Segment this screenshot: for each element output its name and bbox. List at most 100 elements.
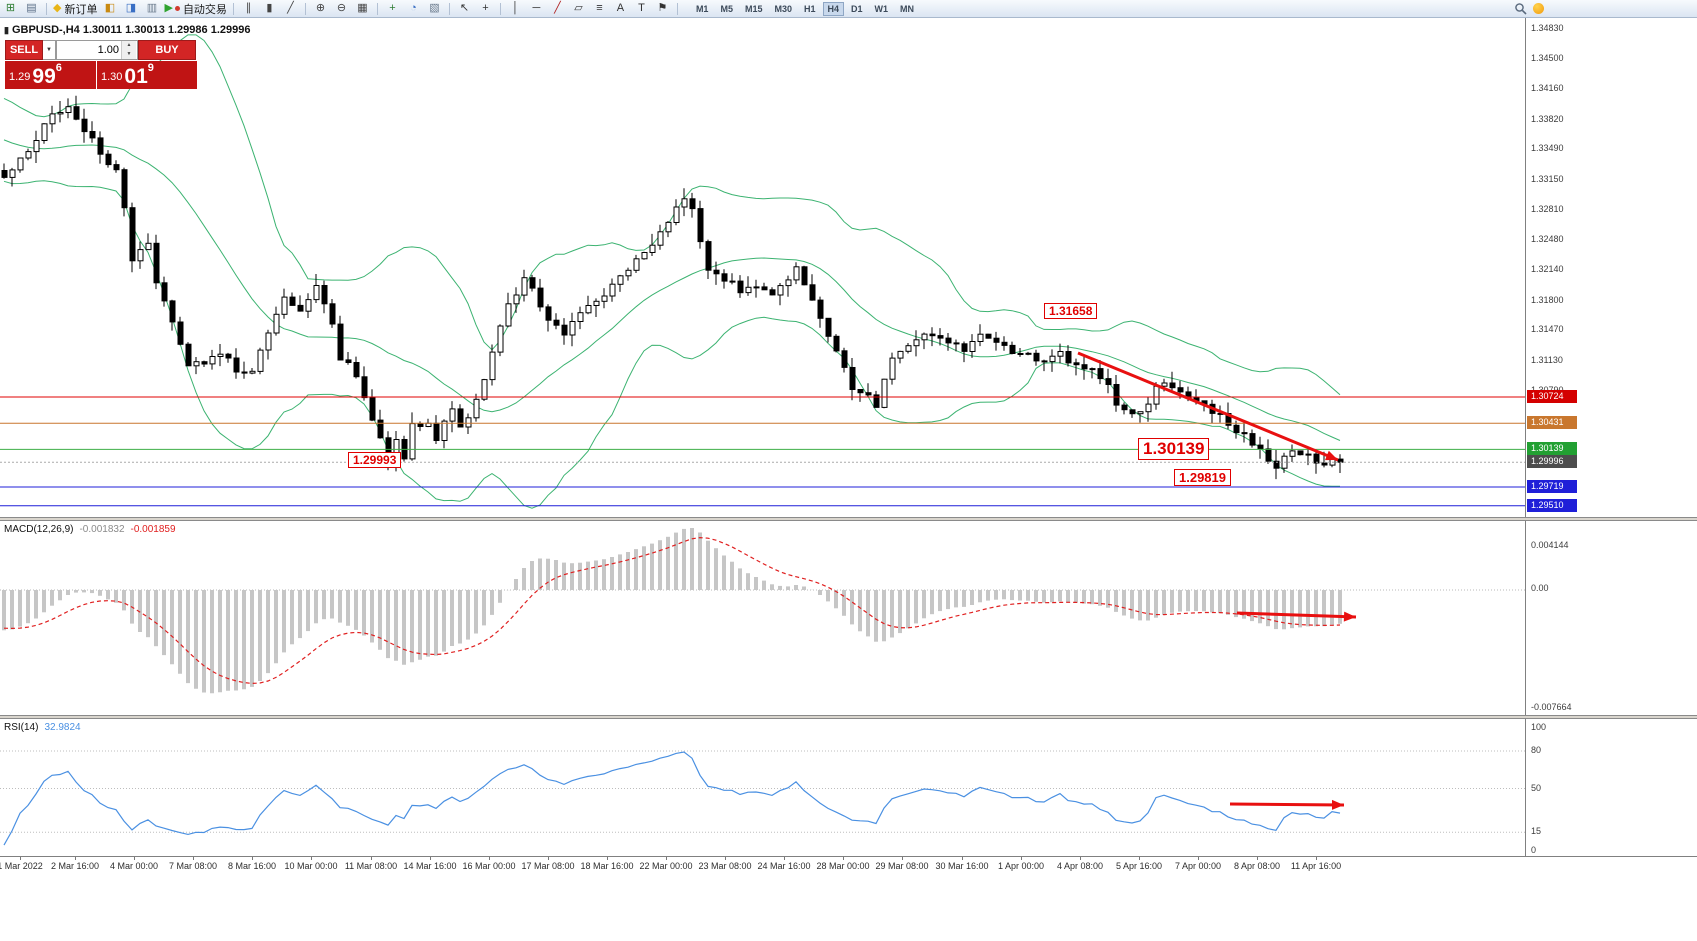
fibonacci-icon[interactable]: ≡ — [589, 1, 610, 16]
panel-separator[interactable] — [0, 715, 1697, 719]
candle-body — [121, 169, 128, 209]
macd-canvas[interactable] — [0, 521, 1525, 715]
cursor-icon[interactable]: ↖ — [454, 1, 475, 16]
label-icon[interactable]: T — [631, 1, 652, 16]
time-axis-label: 5 Apr 16:00 — [1115, 861, 1163, 871]
horizontal-line-icon[interactable]: ─ — [526, 1, 547, 16]
chart-bars-icon[interactable]: ∥ — [238, 1, 259, 16]
price-annotation[interactable]: 1.31658 — [1044, 303, 1098, 319]
rsi-axis-label: 80 — [1531, 745, 1542, 755]
timeframe-mn[interactable]: MN — [900, 3, 915, 14]
bollinger-upper-band[interactable] — [3, 34, 1341, 396]
timeframe-m30[interactable]: M30 — [774, 3, 792, 14]
market-watch-icon[interactable]: ◧ — [99, 1, 120, 16]
candle-body — [801, 266, 808, 286]
periods-icon[interactable]: ◔ — [403, 1, 424, 16]
candle-body — [993, 337, 1000, 343]
rsi-canvas[interactable] — [0, 719, 1525, 855]
time-axis-label: 4 Mar 00:00 — [109, 861, 159, 871]
timeframe-h1[interactable]: H1 — [804, 3, 816, 14]
time-axis-tick — [193, 857, 194, 860]
candle-body — [1105, 378, 1112, 386]
price-axis-label: 1.32810 — [1531, 204, 1564, 214]
timeframe-m15[interactable]: M15 — [744, 3, 763, 14]
candle-body — [305, 299, 312, 312]
price-axis[interactable]: 1.34830 1.34500 1.34160 1.33820 1.33490 1.331… — [1525, 17, 1697, 856]
arrows-icon[interactable]: ⚑ — [652, 1, 673, 16]
candle-body — [441, 420, 448, 442]
timeframe-m1[interactable]: M1 — [695, 3, 709, 14]
sell-price-tile[interactable]: 1.29 99 6 — [5, 61, 96, 89]
new-chart-icon: ⊞ — [5, 2, 16, 14]
candle-body — [625, 269, 632, 277]
timeframe-w1[interactable]: W1 — [874, 3, 889, 14]
price-annotation[interactable]: 1.30139 — [1138, 438, 1210, 460]
price-axis-tag: 1.30724 — [1527, 390, 1577, 403]
time-axis-tick — [548, 857, 549, 860]
candle-body — [529, 277, 536, 289]
timeframe-m5[interactable]: M5 — [720, 3, 733, 14]
indicators-icon[interactable]: + — [382, 1, 403, 16]
candle-body — [985, 333, 992, 339]
rsi-trend-arrow-head — [1332, 799, 1344, 810]
trendline-icon[interactable]: ╱ — [547, 1, 568, 16]
tile-windows-icon[interactable]: ▦ — [352, 1, 373, 16]
sell-button[interactable]: SELL — [5, 40, 43, 60]
chart-bars-icon: ∥ — [245, 2, 252, 14]
candle-body — [185, 343, 192, 367]
toolbar-separator — [304, 2, 306, 15]
buy-button[interactable]: BUY — [138, 40, 196, 60]
text-icon[interactable]: A — [610, 1, 631, 16]
order-options-dropdown[interactable]: ▼ — [43, 40, 56, 60]
mql5-community-icon[interactable] — [1533, 3, 1544, 14]
fibonacci-icon: ≡ — [596, 2, 603, 14]
new-order-button[interactable]: ◆ 新订单 — [51, 1, 99, 16]
candle-body — [617, 275, 624, 285]
volume-input[interactable] — [57, 41, 121, 59]
trend-arrow-head — [1325, 450, 1338, 461]
candle-body — [361, 376, 368, 399]
rsi-trend-arrow[interactable] — [1229, 802, 1345, 807]
candle-body — [545, 306, 552, 321]
macd-trend-arrow-head — [1343, 611, 1356, 622]
vertical-line-icon[interactable]: │ — [505, 1, 526, 16]
new-chart-icon[interactable]: ⊞ — [0, 1, 21, 16]
panel-separator[interactable] — [0, 517, 1697, 521]
templates-icon[interactable]: ▧ — [424, 1, 445, 16]
candle-body — [1089, 368, 1096, 371]
time-axis[interactable]: 1 Mar 2022 2 Mar 16:00 4 Mar 00:00 7 Mar 08… — [0, 856, 1697, 875]
trend-arrow[interactable] — [1077, 351, 1339, 462]
profiles-icon[interactable]: ▤ — [21, 1, 42, 16]
candle-body — [929, 333, 936, 337]
auto-trading-button[interactable]: ▶ 自动交易 — [162, 1, 228, 16]
price-annotation[interactable]: 1.29819 — [1174, 469, 1231, 486]
price-annotation[interactable]: 1.29993 — [348, 452, 402, 468]
time-axis-tick — [20, 857, 21, 860]
candle-body — [705, 241, 712, 271]
bollinger-middle-band[interactable] — [3, 139, 1341, 441]
candle-body — [905, 345, 912, 352]
price-chart-canvas[interactable] — [0, 17, 1525, 517]
volume-down-icon[interactable]: ▼ — [122, 50, 136, 59]
time-axis-tick — [1021, 857, 1022, 860]
candle-body — [1001, 341, 1008, 346]
buy-price-tile[interactable]: 1.30 01 9 — [97, 61, 197, 89]
crosshair-icon[interactable]: + — [475, 1, 496, 16]
chart-line-icon[interactable]: ╱ — [280, 1, 301, 16]
data-window-icon[interactable]: ◨ — [120, 1, 141, 16]
search-icon[interactable] — [1514, 2, 1527, 15]
volume-up-icon[interactable]: ▲ — [122, 41, 136, 50]
candle-body — [1313, 453, 1320, 464]
zoom-out-icon[interactable]: ⊖ — [331, 1, 352, 16]
channel-icon[interactable]: ▱ — [568, 1, 589, 16]
macd-trend-arrow[interactable] — [1236, 611, 1357, 619]
candle-body — [17, 157, 24, 171]
zoom-in-icon[interactable]: ⊕ — [310, 1, 331, 16]
navigator-icon[interactable]: ▥ — [141, 1, 162, 16]
templates-icon: ▧ — [429, 2, 440, 14]
timeframe-d1[interactable]: D1 — [851, 3, 863, 14]
candle-body — [417, 423, 424, 428]
timeframe-h4[interactable]: H4 — [822, 1, 845, 16]
chart-candles-icon[interactable]: ▮ — [259, 1, 280, 16]
